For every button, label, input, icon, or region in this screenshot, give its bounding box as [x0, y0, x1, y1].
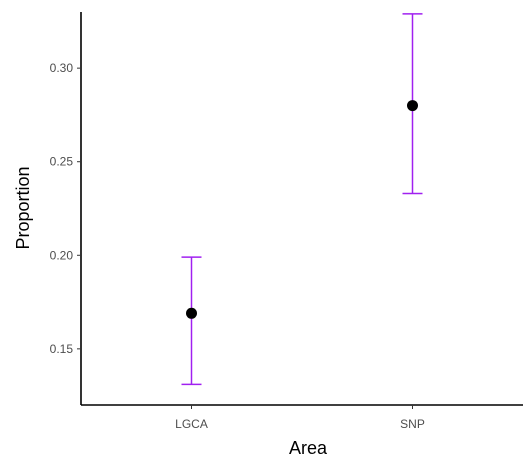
tick-group: 0.15 0.20 0.25 0.30 LGCA SNP	[50, 61, 425, 431]
point-lgca	[186, 307, 197, 319]
y-tick-label: 0.15	[50, 342, 74, 356]
x-tick-label: SNP	[400, 417, 425, 431]
y-tick-label: 0.30	[50, 61, 74, 75]
x-tick-label: LGCA	[175, 417, 208, 431]
x-axis-title: Area	[289, 438, 328, 457]
marks-group	[181, 13, 423, 386]
y-axis-title: Proportion	[13, 166, 33, 249]
y-tick-label: 0.25	[50, 155, 74, 169]
axes	[80, 12, 523, 406]
y-tick-label: 0.20	[50, 248, 74, 262]
point-snp	[407, 100, 418, 112]
